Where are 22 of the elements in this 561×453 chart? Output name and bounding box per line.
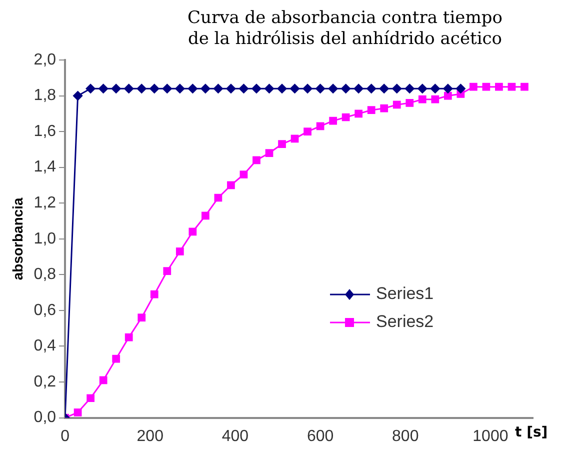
y-tick-label: 1,2 [34, 194, 56, 212]
x-axis-title: t [s] [515, 424, 548, 440]
y-tick-label: 0,8 [34, 266, 56, 284]
x-tick-label: 800 [392, 428, 419, 445]
x-tick-label: 1000 [472, 428, 508, 445]
y-tick-label: 0,6 [34, 302, 56, 319]
y-tick-label: 1,6 [34, 122, 56, 140]
x-tick-label: 200 [136, 428, 164, 445]
y-tick-label: 0,4 [34, 338, 56, 355]
y-tick-label: 1,8 [34, 87, 56, 104]
y-tick-label: 0,0 [34, 409, 56, 426]
x-tick-label: 400 [222, 428, 249, 445]
y-tick-label: 0,2 [34, 373, 56, 390]
y-axis-title: absorbancia [9, 197, 26, 280]
chart-title: Curva de absorbancia contra tiempo de la hidrólisis del anhídrido acético [186, 8, 504, 50]
y-tick-label: 2,0 [34, 51, 56, 68]
y-tick-label: 1,4 [34, 158, 56, 176]
legend-label: Series1 [376, 284, 434, 304]
x-tick-label: 0 [60, 428, 70, 445]
x-tick-label: 600 [306, 428, 334, 445]
y-tick-label: 1,0 [34, 230, 56, 248]
legend-label: Series2 [376, 312, 434, 332]
